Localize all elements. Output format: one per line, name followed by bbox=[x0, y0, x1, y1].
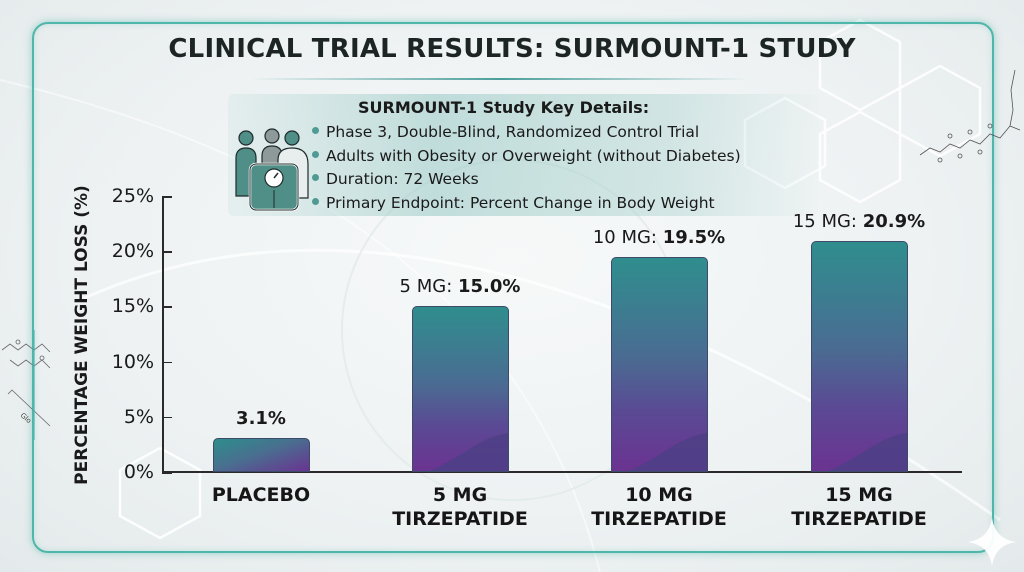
bar-value-label: 3.1% bbox=[236, 407, 286, 429]
y-tick-mark bbox=[162, 306, 172, 308]
bar bbox=[811, 241, 908, 472]
bar-shadow-wedge bbox=[827, 432, 907, 471]
molecule-structure-icon: Glo bbox=[1, 339, 51, 427]
x-category-label: 10 MG TIRZEPATIDE bbox=[591, 484, 727, 530]
molecule-chain-icon bbox=[919, 69, 1021, 163]
y-tick-label: 10% bbox=[111, 350, 154, 373]
page-title: CLINICAL TRIAL RESULTS: SURMOUNT-1 STUDY bbox=[168, 34, 856, 64]
sparkle-icon bbox=[968, 518, 1016, 566]
list-item: Phase 3, Double-Blind, Randomized Contro… bbox=[312, 121, 741, 145]
bar-value-label: 15 MG: 20.9% bbox=[792, 211, 926, 233]
bullet-icon bbox=[312, 150, 319, 158]
y-tick-mark bbox=[162, 361, 172, 364]
y-tick-label: 20% bbox=[111, 240, 154, 263]
title-underline bbox=[250, 78, 750, 80]
list-item: Duration: 72 Weeks bbox=[312, 168, 741, 192]
bar-value-label: 10 MG: 19.5% bbox=[592, 226, 726, 248]
list-item: Adults with Obesity or Overweight (witho… bbox=[312, 145, 741, 169]
x-category-label: 5 MG TIRZEPATIDE bbox=[392, 484, 528, 530]
study-details-list: Phase 3, Double-Blind, Randomized Contro… bbox=[312, 121, 741, 215]
study-details-heading: SURMOUNT-1 Study Key Details: bbox=[358, 98, 650, 117]
bar-shadow-wedge bbox=[627, 432, 707, 471]
y-tick-mark bbox=[162, 251, 172, 253]
y-tick-mark bbox=[162, 472, 172, 474]
x-axis-line bbox=[162, 471, 962, 473]
bullet-icon bbox=[312, 197, 319, 205]
bar bbox=[611, 256, 708, 472]
y-tick-mark bbox=[162, 416, 172, 419]
bar bbox=[213, 437, 310, 472]
x-category-label: 15 MG TIRZEPATIDE bbox=[791, 484, 927, 530]
y-tick-label: 0% bbox=[123, 461, 154, 483]
y-tick-label: 5% bbox=[123, 405, 154, 428]
y-tick-mark bbox=[162, 196, 172, 198]
study-details-panel bbox=[228, 94, 818, 216]
people-with-scale-icon bbox=[235, 128, 309, 212]
bar-value-label: 5 MG: 15.0% bbox=[399, 276, 521, 298]
y-axis-title: PERCENTAGE WEIGHT LOSS (%) bbox=[72, 185, 92, 485]
list-item: Primary Endpoint: Percent Change in Body… bbox=[312, 192, 741, 216]
bar-shadow-wedge bbox=[428, 432, 508, 471]
y-tick-label: 15% bbox=[111, 295, 154, 318]
bullet-icon bbox=[312, 127, 319, 134]
x-category-label: PLACEBO bbox=[211, 484, 311, 506]
bullet-icon bbox=[312, 174, 319, 181]
svg-text:Glo: Glo bbox=[19, 411, 33, 425]
y-axis-line bbox=[162, 196, 164, 473]
y-tick-label: 25% bbox=[111, 185, 154, 207]
teal-light-beam-left bbox=[32, 330, 35, 440]
bar bbox=[412, 306, 509, 472]
decorative-frame bbox=[32, 22, 994, 553]
